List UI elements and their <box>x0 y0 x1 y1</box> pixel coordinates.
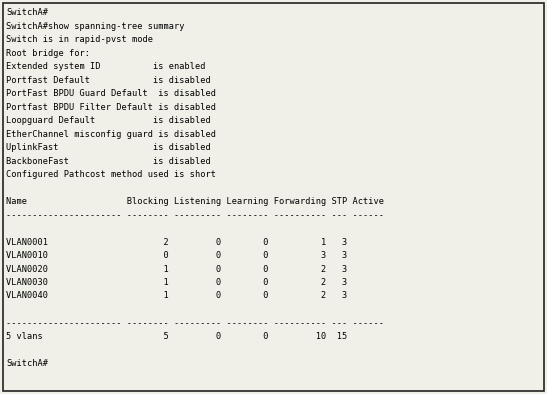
Text: SwitchA#show spanning-tree summary: SwitchA#show spanning-tree summary <box>6 22 184 30</box>
Text: ---------------------- -------- --------- -------- ---------- --- ------: ---------------------- -------- --------… <box>6 210 384 219</box>
Text: VLAN0030                      1         0        0          2   3: VLAN0030 1 0 0 2 3 <box>6 278 347 287</box>
Text: Configured Pathcost method used is short: Configured Pathcost method used is short <box>6 170 216 179</box>
Text: Portfast Default            is disabled: Portfast Default is disabled <box>6 76 211 84</box>
Text: VLAN0010                      0         0        0          3   3: VLAN0010 0 0 0 3 3 <box>6 251 347 260</box>
Text: Switch is in rapid-pvst mode: Switch is in rapid-pvst mode <box>6 35 153 44</box>
Text: SwitchA#: SwitchA# <box>6 359 48 368</box>
Text: VLAN0020                      1         0        0          2   3: VLAN0020 1 0 0 2 3 <box>6 264 347 273</box>
Text: VLAN0040                      1         0        0          2   3: VLAN0040 1 0 0 2 3 <box>6 292 347 301</box>
Text: EtherChannel misconfig guard is disabled: EtherChannel misconfig guard is disabled <box>6 130 216 139</box>
Text: Name                   Blocking Listening Learning Forwarding STP Active: Name Blocking Listening Learning Forward… <box>6 197 384 206</box>
Text: Portfast BPDU Filter Default is disabled: Portfast BPDU Filter Default is disabled <box>6 102 216 112</box>
Text: Extended system ID          is enabled: Extended system ID is enabled <box>6 62 206 71</box>
Text: Loopguard Default           is disabled: Loopguard Default is disabled <box>6 116 211 125</box>
Text: BackboneFast                is disabled: BackboneFast is disabled <box>6 156 211 165</box>
Text: PortFast BPDU Guard Default  is disabled: PortFast BPDU Guard Default is disabled <box>6 89 216 98</box>
Text: UplinkFast                  is disabled: UplinkFast is disabled <box>6 143 211 152</box>
Text: 5 vlans                       5         0        0         10  15: 5 vlans 5 0 0 10 15 <box>6 332 347 341</box>
Text: VLAN0001                      2         0        0          1   3: VLAN0001 2 0 0 1 3 <box>6 238 347 247</box>
Text: ---------------------- -------- --------- -------- ---------- --- ------: ---------------------- -------- --------… <box>6 318 384 327</box>
Text: SwitchA#: SwitchA# <box>6 8 48 17</box>
Text: Root bridge for:: Root bridge for: <box>6 48 90 58</box>
